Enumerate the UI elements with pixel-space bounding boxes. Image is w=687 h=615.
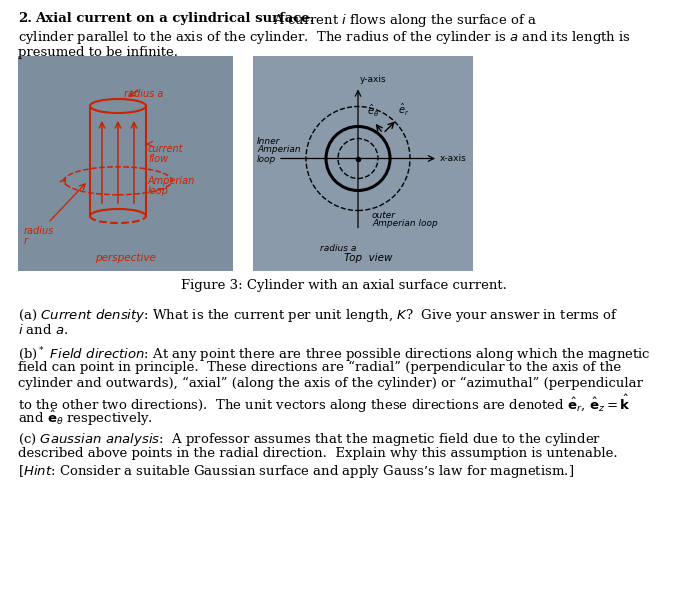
Text: flow: flow <box>148 154 168 164</box>
Text: Amperian: Amperian <box>148 176 195 186</box>
Text: A current $i$ flows along the surface of a: A current $i$ flows along the surface of… <box>265 12 537 29</box>
Text: outer: outer <box>372 210 396 220</box>
Text: (b)$^*$ $\mathit{Field\ direction}$: At any point there are three possible direc: (b)$^*$ $\mathit{Field\ direction}$: At … <box>18 345 651 365</box>
Text: to the other two directions).  The unit vectors along these directions are denot: to the other two directions). The unit v… <box>18 393 631 415</box>
Text: Top  view: Top view <box>344 253 392 263</box>
Text: loop: loop <box>148 186 169 196</box>
Text: field can point in principle.  These directions are “radial” (perpendicular to t: field can point in principle. These dire… <box>18 361 621 375</box>
Text: Amperian loop: Amperian loop <box>372 220 438 229</box>
Text: (a) $\mathit{Current\ density}$: What is the current per unit length, $K$?  Give: (a) $\mathit{Current\ density}$: What is… <box>18 307 618 324</box>
Text: Inner: Inner <box>257 137 280 146</box>
Text: Figure 3: Cylinder with an axial surface current.: Figure 3: Cylinder with an axial surface… <box>181 279 506 292</box>
Bar <box>253 56 473 271</box>
Text: presumed to be infinite.: presumed to be infinite. <box>18 46 178 59</box>
Text: r: r <box>24 236 28 246</box>
Text: Axial current on a cylindrical surface.: Axial current on a cylindrical surface. <box>35 12 315 25</box>
Text: $\hat{e}_r$: $\hat{e}_r$ <box>398 103 409 119</box>
Text: radius: radius <box>24 226 54 236</box>
Text: cylinder and outwards), “axial” (along the axis of the cylinder) or “azimuthal” : cylinder and outwards), “axial” (along t… <box>18 377 643 391</box>
Text: and $\hat{\mathbf{e}}_\theta$ respectively.: and $\hat{\mathbf{e}}_\theta$ respective… <box>18 409 153 428</box>
Text: described above points in the radial direction.  Explain why this assumption is : described above points in the radial dir… <box>18 447 618 460</box>
Text: [$\mathit{Hint}$: Consider a suitable Gaussian surface and apply Gauss’s law for: [$\mathit{Hint}$: Consider a suitable Ga… <box>18 463 574 480</box>
Text: perspective: perspective <box>95 253 156 263</box>
Text: (c) $\mathit{Gaussian\ analysis}$:  A professor assumes that the magnetic field : (c) $\mathit{Gaussian\ analysis}$: A pro… <box>18 431 601 448</box>
Text: radius a: radius a <box>320 244 357 253</box>
Text: cylinder parallel to the axis of the cylinder.  The radius of the cylinder is $a: cylinder parallel to the axis of the cyl… <box>18 29 631 46</box>
Bar <box>18 56 233 271</box>
Text: y-axis: y-axis <box>360 76 387 84</box>
Text: $\hat{e}_\theta$: $\hat{e}_\theta$ <box>367 103 379 119</box>
Text: radius a: radius a <box>124 89 164 99</box>
Text: current: current <box>148 144 183 154</box>
Text: x-axis: x-axis <box>440 154 466 163</box>
Text: Amperian: Amperian <box>257 146 301 154</box>
Text: $i$ and $a$.: $i$ and $a$. <box>18 323 68 337</box>
Text: loop: loop <box>257 154 276 164</box>
Text: 2.: 2. <box>18 12 32 25</box>
